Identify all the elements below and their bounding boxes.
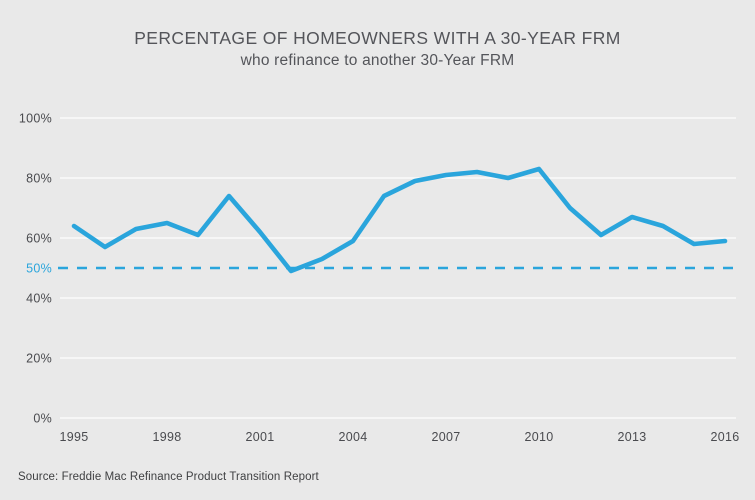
y-tick-label-40: 40%: [26, 292, 52, 306]
source-note: Source: Freddie Mac Refinance Product Tr…: [18, 471, 319, 483]
x-tick-label-2001: 2001: [245, 430, 274, 444]
x-tick-label-2013: 2013: [617, 430, 646, 444]
x-tick-label-2007: 2007: [431, 430, 460, 444]
y-tick-label-60: 60%: [26, 232, 52, 246]
x-tick-label-1995: 1995: [59, 430, 88, 444]
data-line-series: [71, 166, 728, 274]
x-tick-label-1998: 1998: [152, 430, 181, 444]
x-tick-label-2010: 2010: [524, 430, 553, 444]
chart-title-block: PERCENTAGE OF HOMEOWNERS WITH A 30-YEAR …: [0, 26, 755, 72]
reference-line-label: 50%: [26, 262, 52, 276]
x-tick-label-2004: 2004: [338, 430, 367, 444]
y-tick-label-0: 0%: [33, 412, 52, 426]
y-tick-label-100: 100%: [19, 112, 52, 126]
chart-title: PERCENTAGE OF HOMEOWNERS WITH A 30-YEAR …: [134, 28, 621, 48]
y-tick-label-80: 80%: [26, 172, 52, 186]
y-tick-label-20: 20%: [26, 352, 52, 366]
chart-subtitle: who refinance to another 30-Year FRM: [240, 52, 515, 69]
x-tick-label-2016: 2016: [710, 430, 739, 444]
